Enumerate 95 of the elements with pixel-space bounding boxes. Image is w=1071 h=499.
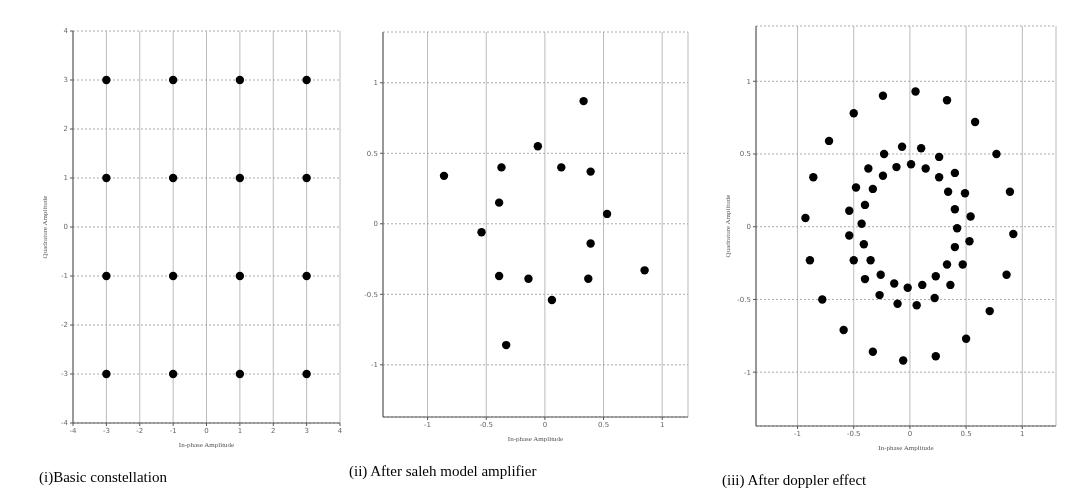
- point: [868, 347, 878, 357]
- point: [866, 255, 875, 265]
- point: [898, 356, 908, 365]
- point: [586, 167, 595, 176]
- point: [868, 184, 878, 194]
- point: [892, 162, 901, 172]
- point: [497, 163, 506, 172]
- point: [477, 228, 486, 237]
- point: [912, 301, 921, 310]
- point: [921, 164, 930, 173]
- point: [851, 183, 861, 192]
- point: [1005, 187, 1015, 197]
- point: [950, 168, 960, 178]
- point: [950, 242, 960, 252]
- point: [579, 96, 588, 106]
- point: [805, 255, 815, 265]
- point: [864, 164, 873, 173]
- point: [102, 75, 111, 85]
- point: [235, 173, 245, 183]
- text: (ii) After saleh model amplifier: [349, 463, 537, 480]
- point: [879, 149, 889, 159]
- point: [916, 143, 926, 153]
- point: [168, 173, 178, 183]
- point: [102, 173, 111, 183]
- point: [876, 270, 885, 279]
- point: [961, 334, 971, 343]
- point: [878, 171, 888, 181]
- point: [966, 212, 975, 221]
- point: [586, 239, 595, 248]
- point: [168, 271, 178, 281]
- point: [302, 75, 311, 85]
- point: [1002, 270, 1011, 279]
- point: [890, 279, 899, 288]
- point: [934, 173, 944, 182]
- point: [942, 260, 952, 269]
- point: [918, 280, 927, 290]
- point: [602, 209, 612, 219]
- point: [942, 95, 952, 105]
- point: [168, 75, 178, 85]
- point: [1009, 229, 1018, 239]
- point: [839, 325, 848, 335]
- point: [911, 87, 920, 96]
- text: (iii) After doppler effect: [722, 472, 867, 489]
- point: [878, 91, 888, 101]
- point: [992, 149, 1001, 159]
- point: [930, 293, 939, 303]
- point: [943, 187, 953, 197]
- point: [439, 171, 449, 181]
- point: [857, 219, 866, 229]
- point: [524, 274, 533, 283]
- point: [952, 223, 962, 233]
- point: [501, 340, 511, 350]
- point: [897, 142, 907, 151]
- point: [584, 274, 593, 283]
- point: [547, 295, 557, 305]
- point: [950, 205, 960, 214]
- point: [893, 299, 902, 309]
- point: [235, 369, 245, 379]
- point: [849, 255, 858, 265]
- point: [809, 173, 818, 182]
- point: [934, 152, 944, 162]
- point: [960, 189, 970, 198]
- point: [168, 369, 178, 379]
- point: [494, 271, 504, 281]
- point: [946, 280, 955, 290]
- point: [640, 266, 649, 275]
- point: [557, 163, 566, 172]
- point: [824, 136, 834, 146]
- point: [845, 206, 854, 215]
- point: [965, 237, 974, 246]
- point: [985, 306, 994, 316]
- point: [849, 109, 858, 118]
- point: [818, 295, 827, 304]
- point: [970, 117, 980, 127]
- point: [102, 369, 111, 379]
- point: [102, 271, 111, 281]
- point: [860, 200, 870, 210]
- point: [906, 159, 916, 169]
- text: (i)Basic constellation: [39, 469, 167, 486]
- point: [302, 271, 311, 281]
- point: [801, 213, 810, 223]
- point: [931, 271, 940, 281]
- point: [931, 351, 940, 361]
- point: [903, 283, 912, 293]
- point: [958, 260, 967, 269]
- point: [859, 239, 869, 249]
- point: [302, 173, 311, 183]
- point: [860, 274, 870, 284]
- point: [302, 369, 311, 379]
- point: [875, 290, 884, 300]
- point: [494, 198, 504, 207]
- point: [845, 231, 854, 240]
- point: [235, 271, 245, 281]
- point: [533, 142, 543, 151]
- point: [235, 75, 245, 85]
